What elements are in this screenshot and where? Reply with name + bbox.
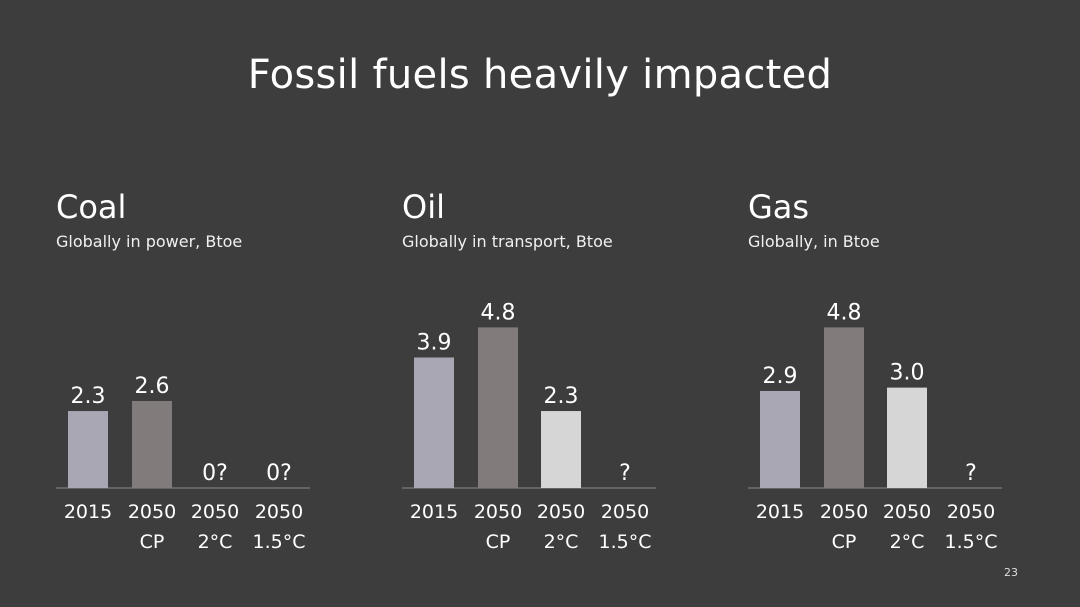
data-label: 2.3 bbox=[544, 384, 579, 409]
bar bbox=[887, 387, 927, 488]
category-tick-label: 2050 1.5°C bbox=[253, 501, 306, 553]
category-tick-label: 2050 2°C bbox=[537, 501, 585, 553]
bar bbox=[68, 411, 108, 488]
category-tick-label: 2015 bbox=[410, 501, 458, 523]
data-label: 3.9 bbox=[417, 331, 452, 356]
oil-chart-subtitle: Globally in transport, Btoe bbox=[402, 232, 613, 251]
category-tick-label: 2050 2°C bbox=[883, 501, 931, 553]
bar bbox=[132, 401, 172, 488]
data-label: 2.3 bbox=[71, 384, 106, 409]
category-tick-label: 2050 1.5°C bbox=[945, 501, 998, 553]
gas-bar-chart: 2.9 2015 4.8 2050 CP 3.0 2050 2°C? 2050 1.5°C bbox=[748, 300, 1002, 553]
category-tick-label: 2015 bbox=[756, 501, 804, 523]
slide-title: Fossil fuels heavily impacted bbox=[247, 52, 833, 98]
data-label: 4.8 bbox=[481, 300, 516, 325]
data-label: 4.8 bbox=[827, 300, 862, 325]
coal-chart-subtitle: Globally in power, Btoe bbox=[56, 232, 243, 251]
oil-chart-panel: Oil Globally in transport, Btoe 3.9 2015 4… bbox=[402, 188, 702, 568]
data-label: 2.6 bbox=[135, 374, 170, 399]
category-tick-label: 2050 1.5°C bbox=[599, 501, 652, 553]
coal-chart-title: Coal bbox=[56, 188, 127, 226]
category-tick-label: 2050 CP bbox=[128, 501, 176, 553]
bar bbox=[541, 411, 581, 488]
category-tick-label: 2050 CP bbox=[820, 501, 868, 553]
coal-chart-panel: Coal Globally in power, Btoe 2.3 2015 2.6 2… bbox=[56, 188, 356, 568]
oil-chart-title: Oil bbox=[402, 188, 445, 226]
category-tick-label: 2050 2°C bbox=[191, 501, 239, 553]
bar bbox=[824, 327, 864, 488]
page-number: 23 bbox=[1004, 566, 1018, 579]
data-label: ? bbox=[965, 461, 977, 486]
data-label: 0? bbox=[202, 461, 228, 486]
data-label: 3.0 bbox=[890, 361, 925, 386]
gas-chart-subtitle: Globally, in Btoe bbox=[748, 232, 880, 251]
gas-chart-panel: Gas Globally, in Btoe 2.9 2015 4.8 2050 CP 3.… bbox=[748, 188, 1048, 568]
coal-bar-chart: 2.3 2015 2.6 2050 CP 0? 2050 2°C 0? 2050 1.5°C bbox=[56, 374, 310, 553]
data-label: ? bbox=[619, 461, 631, 486]
category-tick-label: 2050 CP bbox=[474, 501, 522, 553]
gas-chart-title: Gas bbox=[748, 188, 810, 226]
bar bbox=[414, 357, 454, 488]
bar bbox=[478, 327, 518, 488]
bar bbox=[760, 390, 800, 488]
oil-bar-chart: 3.9 2015 4.8 2050 CP 2.3 2050 2°C? 2050 1.5°C bbox=[402, 300, 656, 553]
category-tick-label: 2015 bbox=[64, 501, 112, 523]
data-label: 0? bbox=[266, 461, 292, 486]
data-label: 2.9 bbox=[763, 364, 798, 389]
